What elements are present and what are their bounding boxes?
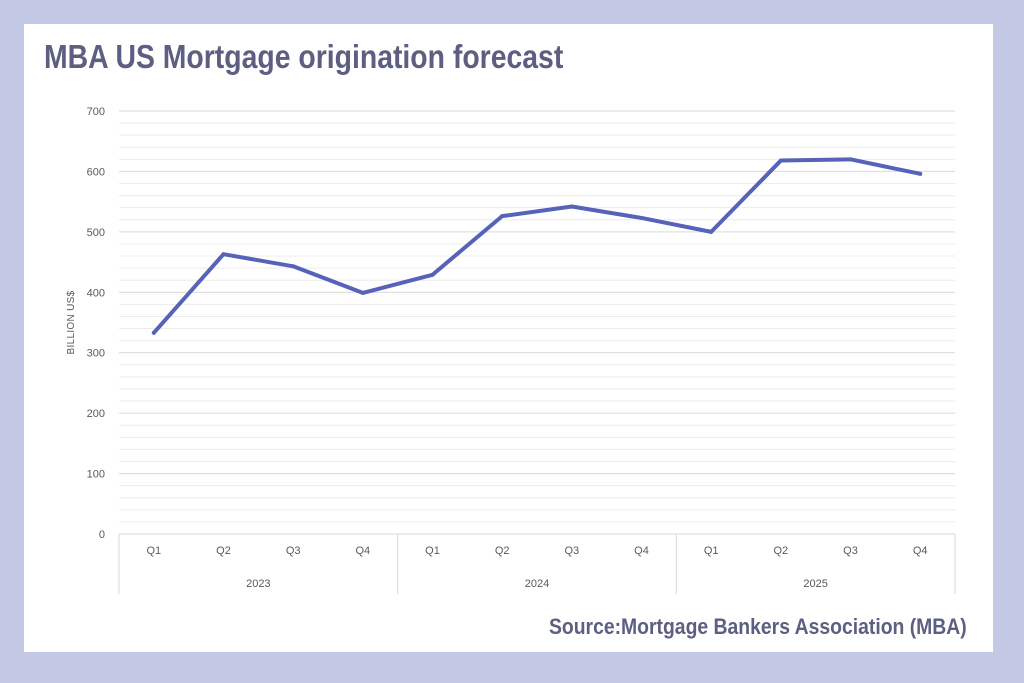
chart-card: MBA US Mortgage origination forecast 0 10…: [24, 24, 993, 652]
data-point: [848, 157, 853, 162]
source-note: Source:Mortgage Bankers Association (MBA…: [549, 614, 967, 639]
x-tick-label: Q3: [564, 545, 579, 557]
series-line: [151, 157, 923, 335]
y-tick-label: 200: [87, 408, 105, 420]
data-point: [500, 214, 505, 219]
line-chart: 0 100 200 300 400 500 600 700 BILLION US$ Q1 Q2 Q3 Q…: [66, 106, 956, 594]
x-tick-label: Q4: [913, 545, 928, 557]
data-point: [151, 330, 156, 335]
y-tick-label: 600: [87, 166, 105, 178]
data-point: [291, 264, 296, 269]
data-point: [709, 229, 714, 234]
x-tick-label: Q2: [773, 545, 788, 557]
x-group-label: 2025: [803, 578, 827, 590]
y-tick-label: 400: [87, 287, 105, 299]
data-point: [360, 290, 365, 295]
data-point: [430, 272, 435, 277]
y-tick-label: 0: [99, 529, 105, 541]
data-point: [221, 252, 226, 257]
x-tick-label: Q4: [634, 545, 649, 557]
data-point: [639, 215, 644, 220]
x-tick-label: Q3: [286, 545, 301, 557]
data-point: [569, 204, 574, 209]
y-tick-label: 100: [87, 469, 105, 481]
y-axis-label: BILLION US$: [66, 290, 77, 354]
x-tick-label: Q4: [355, 545, 370, 557]
x-tick-label: Q1: [146, 545, 161, 557]
data-point: [918, 171, 923, 176]
x-tick-label: Q1: [425, 545, 440, 557]
data-point: [778, 158, 783, 163]
x-tick-label: Q3: [843, 545, 858, 557]
y-tick-label: 700: [87, 106, 105, 118]
x-group-label: 2023: [246, 578, 270, 590]
chart-title: MBA US Mortgage origination forecast: [44, 38, 564, 75]
x-tick-label: Q1: [704, 545, 719, 557]
x-tick-label: Q2: [216, 545, 231, 557]
x-group-label: 2024: [525, 578, 549, 590]
x-tick-label: Q2: [495, 545, 510, 557]
y-tick-label: 300: [87, 348, 105, 360]
y-tick-label: 500: [87, 227, 105, 239]
